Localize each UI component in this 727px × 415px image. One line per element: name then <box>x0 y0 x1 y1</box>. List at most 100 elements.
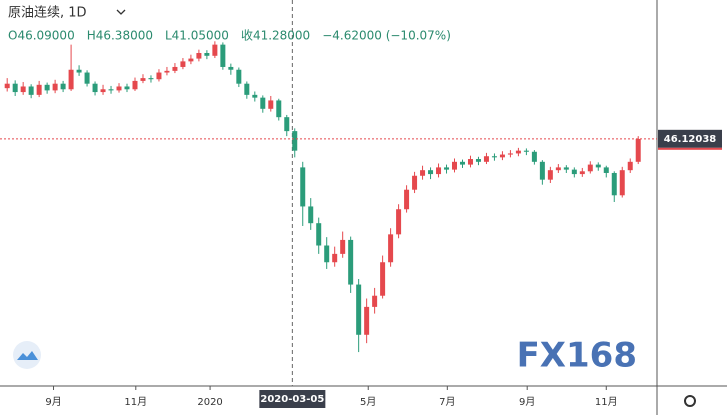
candle-body <box>196 53 202 59</box>
candle-body <box>452 161 458 170</box>
candle-body <box>92 83 98 93</box>
candle-body <box>627 161 633 171</box>
candle-body <box>316 223 322 246</box>
candle-body <box>116 86 122 91</box>
candle-body <box>20 86 26 93</box>
candle-body <box>4 83 10 89</box>
candle-body <box>587 164 593 172</box>
candle-body <box>252 94 258 98</box>
candle-body <box>388 234 394 263</box>
candle-body <box>404 189 410 210</box>
plot <box>4 0 641 386</box>
ohlc-value: 收41.28000 <box>241 29 310 43</box>
candle-body <box>268 100 274 109</box>
candle-body <box>36 84 42 95</box>
candle-body <box>499 154 505 158</box>
ohlc-value: −4.62000 (−10.07%) <box>322 29 451 43</box>
x-tick-label: 11月 <box>124 396 147 408</box>
last-price-bg <box>658 129 722 148</box>
candle-body <box>60 83 66 90</box>
candle-body <box>236 69 242 84</box>
candle-body <box>132 80 138 90</box>
candle-body <box>212 44 218 56</box>
ohlc-header: O46.09000 H46.38000 L41.05000 收41.28000 −4.6… <box>8 29 451 43</box>
candle-body <box>467 159 473 165</box>
candle-body <box>635 138 641 162</box>
candle-body <box>148 78 154 80</box>
candle-body <box>563 167 569 170</box>
candle-body <box>348 239 354 285</box>
candle-body <box>531 151 537 162</box>
candle-body <box>547 170 553 180</box>
candle-body <box>539 161 545 180</box>
crosshair-label-bg <box>259 390 326 408</box>
last-price-label: 46.12038 <box>664 134 717 145</box>
candle-body <box>380 262 386 296</box>
candle-body <box>292 131 298 151</box>
candle-body <box>324 245 330 263</box>
candle-body <box>396 209 402 235</box>
candle-body <box>308 206 314 224</box>
chart-title: 原油连续, 1D <box>8 5 87 21</box>
candle-body <box>76 69 82 73</box>
ohlc-value: O46.09000 <box>8 29 75 43</box>
candle-body <box>555 167 561 171</box>
candle-body <box>372 295 378 307</box>
candle-body <box>100 89 106 93</box>
candle-body <box>108 89 114 91</box>
candle-body <box>571 169 577 175</box>
candle-body <box>412 175 418 190</box>
candle-body <box>364 306 370 335</box>
x-tick-label: 9月 <box>519 396 535 408</box>
dropdown-icon[interactable] <box>116 9 126 15</box>
watermark: FX168 <box>517 336 637 376</box>
logo-icon <box>17 351 38 360</box>
candle-body <box>220 44 226 67</box>
x-tick-label: 5月 <box>360 396 376 408</box>
candle-body <box>156 72 162 80</box>
x-tick-label: 7月 <box>439 396 455 408</box>
candle-body <box>52 83 58 91</box>
candle-body <box>228 66 234 70</box>
ohlc-value: L41.05000 <box>165 29 229 43</box>
candle-body <box>356 284 362 335</box>
candle-body <box>28 86 34 95</box>
candle-body <box>68 69 74 90</box>
candle-body <box>204 53 210 56</box>
candle-body <box>276 100 282 118</box>
x-tick-label: 2020 <box>197 397 222 408</box>
candle-body <box>579 171 585 175</box>
crosshair-label: 2020-03-05 <box>260 394 324 405</box>
candle-body <box>483 156 489 162</box>
candle-body <box>436 167 442 175</box>
settings-icon[interactable] <box>684 395 696 407</box>
candle-body <box>611 172 617 196</box>
candle-body <box>332 253 338 263</box>
candle-body <box>515 150 521 154</box>
candle-body <box>44 84 50 91</box>
ohlc-value: H46.38000 <box>87 29 153 43</box>
candle-body <box>12 83 18 93</box>
candle-body <box>619 170 625 196</box>
candle-body <box>284 117 290 132</box>
candle-body <box>140 78 146 81</box>
x-tick-label: 9月 <box>45 396 61 408</box>
candle-body <box>260 97 266 109</box>
x-tick-label: 11月 <box>595 396 618 408</box>
candle-body <box>164 70 170 73</box>
candle-body <box>124 86 130 90</box>
candle-body <box>523 150 529 152</box>
candle-body <box>244 83 250 95</box>
candle-body <box>475 159 481 162</box>
candle-body <box>595 164 601 168</box>
candle-body <box>340 239 346 254</box>
last-price-marker <box>658 147 722 150</box>
candle-body <box>180 61 186 67</box>
candle-body <box>491 156 497 158</box>
candle-body <box>459 161 465 165</box>
candle-body <box>444 167 450 170</box>
logo-badge[interactable] <box>13 341 41 369</box>
candle-body <box>420 170 426 176</box>
